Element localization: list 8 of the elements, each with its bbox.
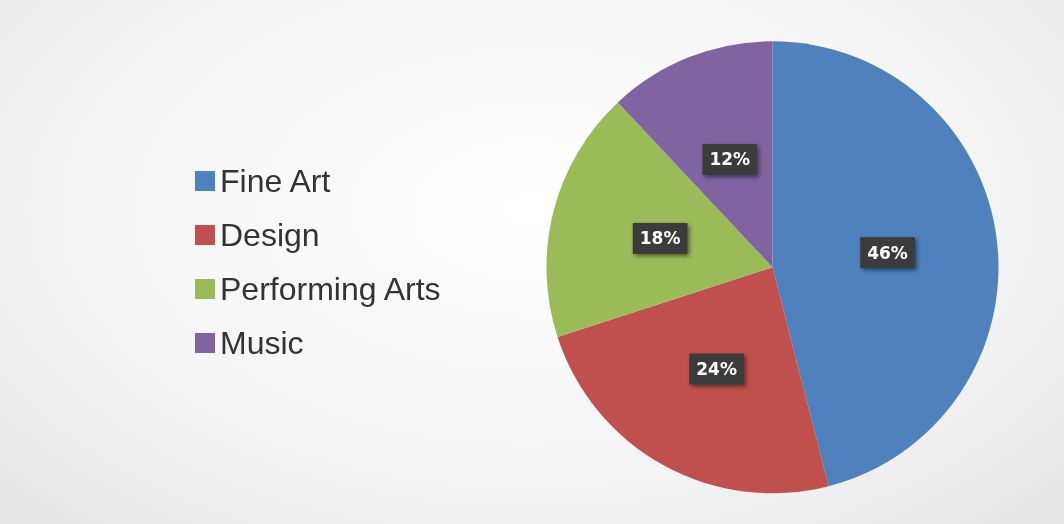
legend-label: Music (220, 325, 304, 361)
data-label: 12% (709, 149, 751, 170)
data-label: 46% (867, 242, 908, 263)
data-label: 18% (639, 228, 681, 249)
data-label: 24% (696, 358, 737, 379)
legend-label: Fine Art (220, 163, 331, 199)
legend-label: Performing Arts (220, 271, 441, 307)
legend-label: Design (220, 217, 320, 253)
